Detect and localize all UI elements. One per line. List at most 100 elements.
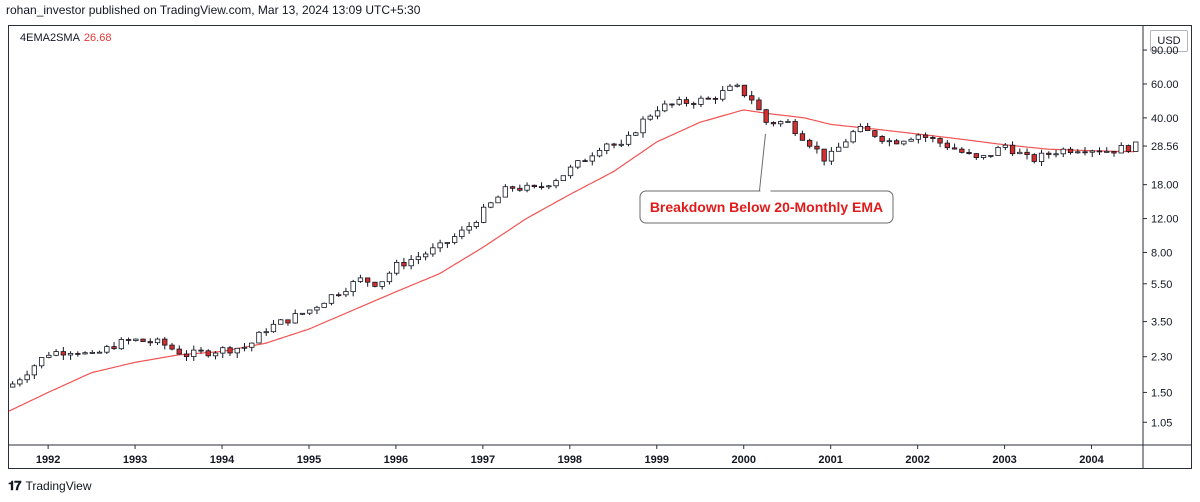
candle-body	[589, 155, 595, 162]
candle-body	[1125, 145, 1132, 152]
candle-body	[444, 242, 451, 244]
candle-body	[422, 253, 429, 258]
candle-body	[575, 160, 581, 168]
candle-body	[379, 281, 385, 287]
y-tick-label: 60.00	[1151, 79, 1179, 91]
candle-body	[959, 148, 965, 153]
candle-body	[393, 261, 400, 274]
candle-body	[343, 291, 349, 296]
candle-body	[973, 153, 979, 159]
candle-body	[473, 221, 480, 227]
candle-body	[850, 131, 856, 143]
candle-body	[720, 90, 726, 100]
candle-body	[212, 352, 219, 357]
candle-body	[1024, 151, 1030, 156]
candle-body	[480, 206, 487, 223]
candle-body	[466, 226, 472, 231]
x-tick-label: 1996	[384, 454, 408, 466]
candle-body	[1046, 152, 1052, 155]
candle-body	[894, 140, 900, 145]
candle-body	[270, 323, 277, 333]
candle-body	[865, 126, 871, 132]
candle-body	[524, 184, 530, 191]
candle-body	[553, 180, 559, 187]
x-tick-label: 1997	[471, 454, 495, 466]
candle-body	[901, 140, 907, 145]
indicator-legend[interactable]: 4EMA2SMA 26.68	[20, 32, 111, 44]
candle-body	[966, 151, 972, 154]
candle-body	[350, 281, 356, 293]
candle-body	[198, 349, 204, 352]
x-tick-label: 2002	[905, 454, 929, 466]
x-tick-label: 2001	[818, 454, 842, 466]
y-tick-label: 18.00	[1151, 180, 1179, 192]
candle-body	[24, 374, 30, 381]
candle-body	[517, 187, 523, 191]
candle-body	[1075, 151, 1081, 154]
candle-body	[357, 277, 364, 282]
candle-body	[46, 354, 52, 358]
candle-body	[509, 186, 516, 189]
candle-body	[321, 302, 327, 308]
candle-body	[828, 150, 835, 162]
candle-body	[31, 365, 37, 376]
candle-body	[430, 247, 436, 255]
candle-body	[227, 347, 233, 354]
x-tick-label: 1995	[297, 454, 321, 466]
candle-body	[125, 339, 132, 341]
candle-body	[654, 110, 661, 117]
candle-body	[988, 154, 994, 157]
candle-body	[488, 202, 494, 208]
candle-body	[118, 339, 124, 350]
candle-body	[1104, 150, 1110, 153]
ema-line	[8, 109, 1135, 412]
candle-body	[459, 229, 465, 238]
candle-body	[1060, 148, 1066, 155]
candle-body	[154, 338, 161, 344]
candle-body	[372, 281, 378, 287]
candle-body	[915, 134, 921, 140]
candle-body	[133, 338, 139, 342]
candle-body	[285, 319, 291, 324]
candle-body	[408, 259, 414, 267]
y-tick-label: 2.30	[1151, 352, 1172, 364]
candle-body	[785, 121, 791, 123]
candle-body	[944, 142, 950, 149]
candle-body	[263, 331, 269, 334]
indicator-value: 26.68	[83, 32, 112, 44]
candle-body	[640, 118, 646, 134]
candle-body	[618, 143, 624, 146]
y-tick-label: 1.05	[1151, 417, 1172, 429]
x-tick-label: 1994	[210, 454, 235, 466]
candle-body	[1017, 151, 1023, 155]
candle-body	[1118, 145, 1124, 154]
candle-body	[582, 160, 588, 163]
candle-body	[879, 135, 885, 142]
candle-body	[531, 184, 537, 188]
currency-button[interactable]: USD	[1150, 30, 1188, 52]
candle-body	[560, 175, 566, 181]
candle-body	[60, 351, 66, 356]
candle-body	[205, 350, 211, 357]
x-tick-label: 2004	[1079, 454, 1104, 466]
candle-body	[843, 141, 849, 148]
x-tick-label: 2000	[731, 454, 755, 466]
candle-body	[799, 133, 806, 141]
annotation-text: Breakdown Below 20-Monthly EMA	[650, 199, 883, 215]
candle-body	[886, 140, 892, 143]
candle-body	[364, 277, 371, 283]
publish-header: rohan_investor published on TradingView.…	[6, 3, 421, 17]
candle-body	[567, 166, 574, 177]
candle-body	[705, 97, 711, 100]
candle-body	[662, 103, 668, 112]
candle-body	[96, 351, 103, 354]
candle-body	[546, 185, 552, 188]
candle-body	[691, 103, 697, 105]
candle-body	[140, 338, 146, 343]
footer-brand: 𝟏𝟕 TradingView	[8, 478, 92, 494]
candle-body	[502, 186, 509, 198]
x-tick-label: 1998	[558, 454, 582, 466]
candle-body	[278, 319, 284, 325]
candle-body	[111, 346, 117, 350]
